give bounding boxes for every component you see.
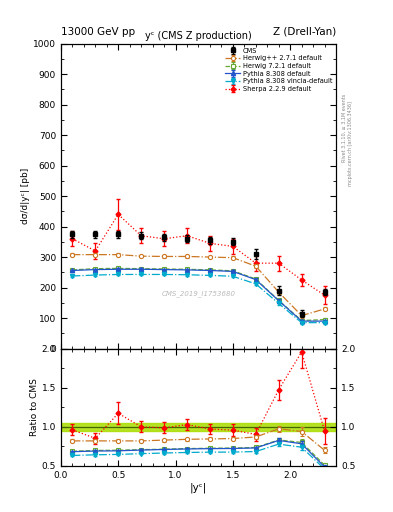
Text: CMS_2019_I1753680: CMS_2019_I1753680 <box>162 290 235 297</box>
Y-axis label: Ratio to CMS: Ratio to CMS <box>30 378 39 436</box>
Legend: CMS, Herwig++ 2.7.1 default, Herwig 7.2.1 default, Pythia 8.308 default, Pythia : CMS, Herwig++ 2.7.1 default, Herwig 7.2.… <box>224 46 333 93</box>
Bar <box>61 423 336 431</box>
Title: yᶜ (CMS Z production): yᶜ (CMS Z production) <box>145 31 252 41</box>
Text: Rivet 3.1.10, ≥ 3.1M events: Rivet 3.1.10, ≥ 3.1M events <box>342 94 347 162</box>
X-axis label: |yᶜ|: |yᶜ| <box>190 482 207 493</box>
Text: Z (Drell-Yan): Z (Drell-Yan) <box>273 27 336 37</box>
Y-axis label: dσ/d|yᶜ| [pb]: dσ/d|yᶜ| [pb] <box>21 168 30 224</box>
Text: 13000 GeV pp: 13000 GeV pp <box>61 27 135 37</box>
Text: mcplots.cern.ch [arXiv:1306.3436]: mcplots.cern.ch [arXiv:1306.3436] <box>348 101 353 186</box>
